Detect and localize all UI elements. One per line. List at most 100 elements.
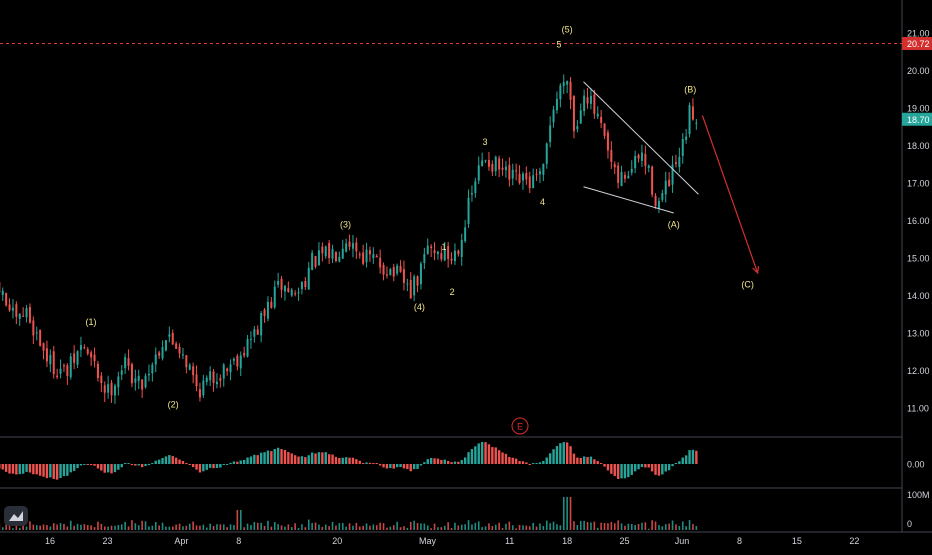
- oscillator-bar: [454, 462, 456, 464]
- candle-body: [519, 174, 521, 183]
- volume-tick-label: 100M: [907, 490, 930, 500]
- oscillator-bar: [539, 462, 541, 464]
- candle-body: [641, 153, 643, 161]
- volume-bar: [233, 525, 235, 530]
- volume-bar: [43, 524, 45, 530]
- oscillator-bar: [216, 464, 218, 468]
- candle-body: [90, 352, 92, 357]
- candle-body: [63, 365, 65, 366]
- volume-bar: [284, 527, 286, 530]
- volume-bar: [250, 525, 252, 530]
- price-tick-label: 11.00: [907, 404, 929, 414]
- oscillator-bar: [355, 459, 357, 464]
- candle-body: [481, 161, 483, 167]
- volume-bar: [90, 525, 92, 530]
- candle-body: [498, 158, 500, 169]
- volume-bar: [104, 526, 106, 530]
- oscillator-bar: [634, 464, 636, 471]
- volume-bar: [390, 527, 392, 530]
- price-tick-label: 16.00: [907, 216, 930, 226]
- candle-body: [345, 243, 347, 251]
- oscillator-bar: [369, 463, 371, 464]
- oscillator-bar: [586, 457, 588, 464]
- price-tick-label: 14.00: [907, 291, 930, 301]
- oscillator-bar: [250, 456, 252, 464]
- oscillator-bar: [447, 461, 449, 464]
- volume-bar: [628, 524, 630, 530]
- oscillator-bar: [359, 461, 361, 464]
- volume-bar: [369, 526, 371, 530]
- oscillator-bar: [508, 457, 510, 464]
- volume-bar: [624, 526, 626, 530]
- volume-bar: [281, 525, 283, 530]
- oscillator-bar: [416, 464, 418, 469]
- candle-body: [298, 292, 300, 293]
- candle-body: [393, 267, 395, 276]
- volume-bar: [294, 523, 296, 530]
- candle-body: [83, 347, 85, 348]
- oscillator-bar: [39, 464, 41, 476]
- oscillator-bar: [5, 464, 7, 472]
- volume-bar: [301, 524, 303, 530]
- volume-bar: [60, 523, 62, 530]
- oscillator-bar: [192, 464, 194, 467]
- wave-label: (5): [562, 24, 573, 34]
- oscillator-bar: [110, 464, 112, 473]
- candle-body: [440, 253, 442, 259]
- candle-body: [508, 165, 510, 180]
- candle-body: [451, 259, 453, 261]
- candle-body: [26, 308, 28, 317]
- volume-bar: [526, 526, 528, 530]
- volume-bar: [631, 524, 633, 530]
- volume-bar: [152, 526, 154, 530]
- oscillator-bar: [311, 453, 313, 464]
- candle-body: [587, 97, 589, 103]
- volume-bar: [257, 523, 259, 530]
- time-tick-label: 22: [849, 536, 859, 546]
- volume-bar: [162, 523, 164, 530]
- oscillator-bar: [32, 464, 34, 474]
- oscillator-bar: [280, 449, 282, 464]
- oscillator-bar: [304, 457, 306, 464]
- volume-bar: [362, 526, 364, 530]
- volume-bar: [339, 523, 341, 530]
- volume-bar: [226, 527, 228, 530]
- candle-body: [454, 251, 456, 261]
- volume-bar: [298, 528, 300, 530]
- candle-body: [362, 252, 364, 263]
- candle-body: [651, 167, 653, 195]
- candle-body: [349, 242, 351, 247]
- candle-body: [277, 281, 279, 285]
- oscillator-bar: [70, 464, 72, 472]
- volume-bar: [407, 528, 409, 530]
- tradingview-logo[interactable]: [4, 506, 28, 526]
- candle-body: [529, 176, 531, 188]
- oscillator-bar: [121, 464, 123, 467]
- oscillator-bar: [318, 452, 320, 464]
- oscillator-bar: [631, 464, 633, 475]
- wave-label: (4): [414, 302, 425, 312]
- oscillator-bar: [195, 464, 197, 470]
- candle-body: [338, 257, 340, 262]
- candle-body: [60, 369, 62, 374]
- oscillator-bar: [284, 450, 286, 464]
- oscillator-bar: [617, 464, 619, 479]
- candle-body: [617, 166, 619, 183]
- volume-bar: [182, 526, 184, 530]
- oscillator-bar: [274, 449, 276, 464]
- volume-bar: [512, 525, 514, 530]
- volume-bar: [437, 527, 439, 530]
- volume-bar: [223, 524, 225, 530]
- candle-body: [430, 246, 432, 248]
- oscillator-bar: [331, 455, 333, 464]
- candle-body: [168, 334, 170, 336]
- volume-bar: [495, 525, 497, 530]
- volume-bar: [33, 525, 35, 530]
- volume-bar: [396, 522, 398, 530]
- candle-body: [240, 355, 242, 368]
- candle-body: [151, 365, 153, 374]
- oscillator-bar: [2, 464, 4, 470]
- candle-body: [219, 378, 221, 381]
- oscillator-bar: [651, 464, 653, 471]
- volume-bar: [247, 524, 249, 530]
